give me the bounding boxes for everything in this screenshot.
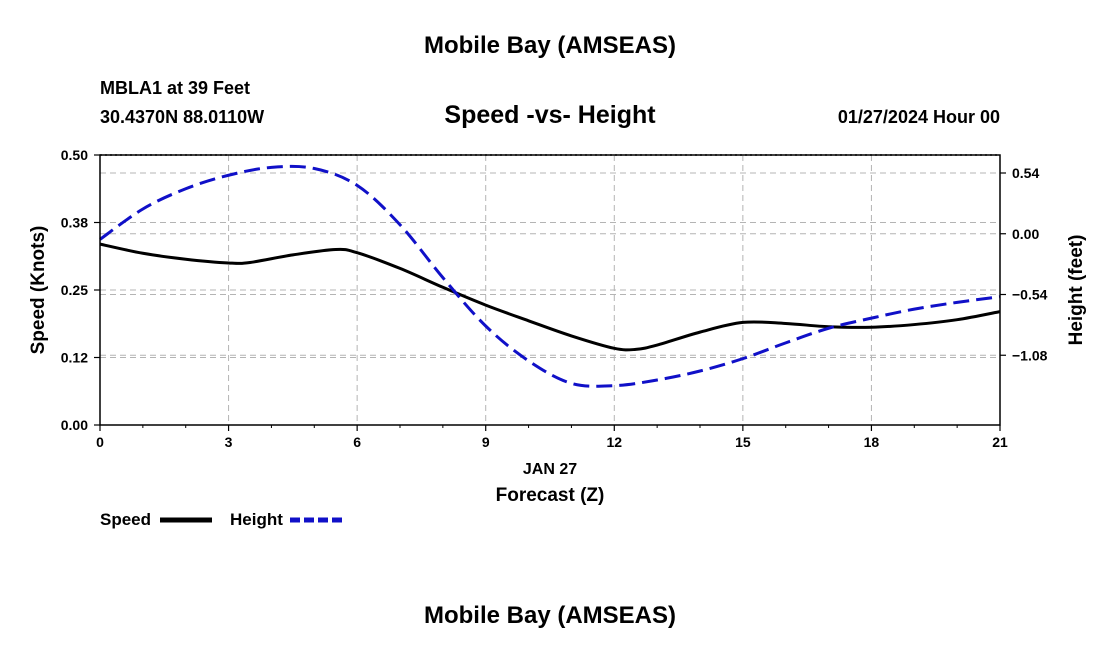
x-axis-label: Forecast (Z) <box>496 485 605 506</box>
series-layer <box>99 164 1001 388</box>
y-right-tick-label: −1.08 <box>1012 347 1048 363</box>
legend-label-height: Height <box>230 510 283 529</box>
y-left-tick-label: 0.38 <box>61 215 88 231</box>
y-left-tick-label: 0.00 <box>61 417 88 433</box>
y-axis-label-right: Height (feet) <box>1066 235 1087 346</box>
speed-height-chart: 0 3 6 9 12 15 18 21 0.00 0.12 0.25 0.38 0.50 −1.08 −0.… <box>28 147 1087 529</box>
y-right-tick-label: 0.54 <box>1012 165 1039 181</box>
x-tick-label: 21 <box>992 434 1008 450</box>
coordinates-label: 30.4370N 88.0110W <box>100 107 265 127</box>
y-right-tick-label: 0.00 <box>1012 226 1039 242</box>
footer-title: Mobile Bay (AMSEAS) <box>423 602 677 629</box>
x-tick-label: 0 <box>96 434 104 450</box>
page-title: Mobile Bay (AMSEAS) <box>423 32 677 59</box>
y-left-tick-label: 0.12 <box>61 350 88 366</box>
legend: Speed Height <box>100 510 342 529</box>
x-tick-label: 18 <box>864 434 880 450</box>
y-axis-label-left: Speed (Knots) <box>28 226 49 355</box>
x-tick-label: 15 <box>735 434 751 450</box>
forecast-datetime: 01/27/2024 Hour 00 <box>837 107 1000 127</box>
x-tick-label: 3 <box>225 434 233 450</box>
station-label: MBLA1 at 39 Feet <box>100 78 251 98</box>
x-date-label: JAN 27 <box>523 461 577 478</box>
y-left-tick-label: 0.50 <box>61 147 88 163</box>
x-tick-label: 6 <box>353 434 361 450</box>
x-tick-label: 12 <box>606 434 622 450</box>
x-tick-label: 9 <box>482 434 490 450</box>
series-line-height <box>99 164 1001 388</box>
legend-label-speed: Speed <box>100 510 151 529</box>
grid <box>100 154 1000 425</box>
y-right-tick-label: −0.54 <box>1012 287 1048 303</box>
chart-subtitle: Speed -vs- Height <box>444 101 656 129</box>
ticks: 0 3 6 9 12 15 18 21 0.00 0.12 0.25 0.38 0.50 −1.08 −0.… <box>61 147 1048 450</box>
series-line-speed <box>99 242 1001 352</box>
y-left-tick-label: 0.25 <box>61 282 88 298</box>
